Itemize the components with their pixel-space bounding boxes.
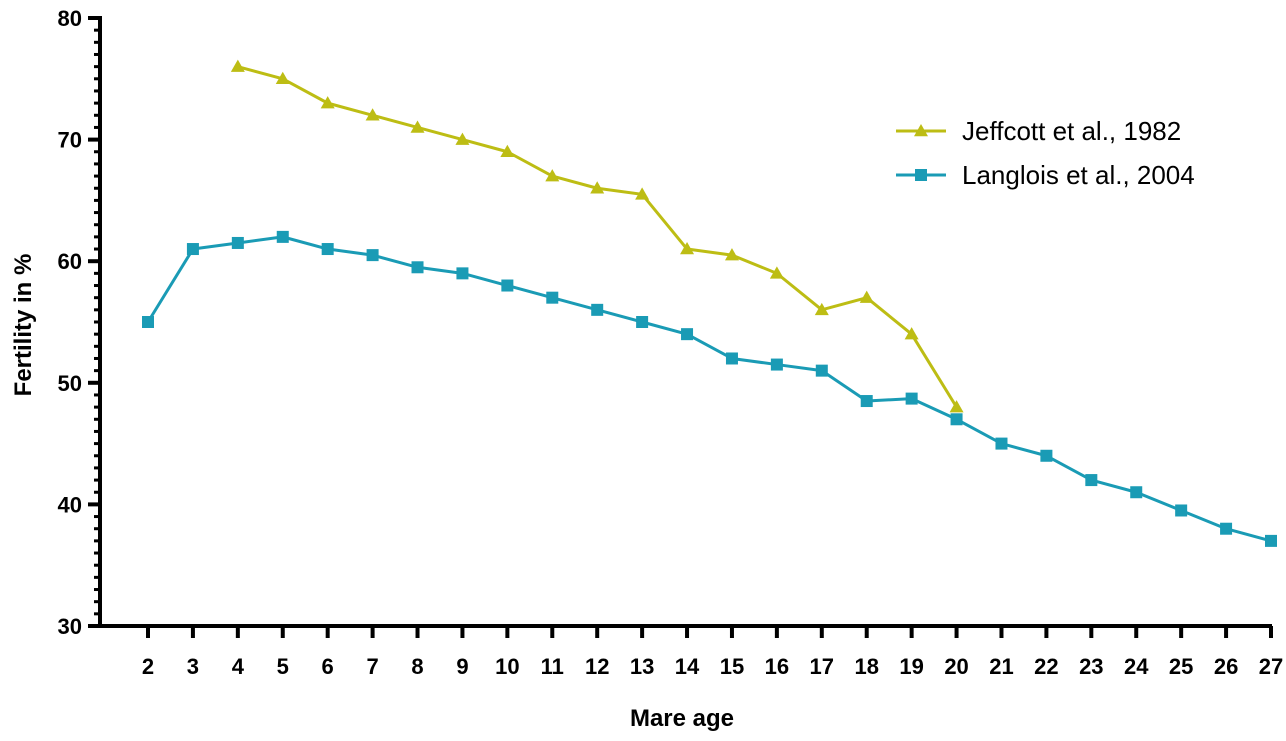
data-point (860, 395, 873, 408)
legend-item: Jeffcott et al., 1982 (896, 116, 1181, 146)
x-tick-label: 12 (585, 654, 609, 679)
data-point (591, 303, 604, 316)
data-point (590, 181, 605, 194)
data-point (769, 266, 784, 279)
series-layer (142, 59, 1277, 547)
data-point (545, 169, 560, 182)
data-point (365, 108, 380, 121)
x-tick-label: 19 (899, 654, 923, 679)
data-point (815, 364, 828, 377)
x-tick-label: 17 (810, 654, 834, 679)
data-point (1220, 522, 1233, 535)
x-tick-label: 26 (1214, 654, 1238, 679)
x-tick-label: 13 (630, 654, 654, 679)
data-point (546, 291, 559, 304)
x-tick-label: 20 (944, 654, 968, 679)
data-point (320, 96, 335, 109)
y-tick-label: 30 (58, 614, 82, 639)
data-point (231, 236, 244, 249)
data-point (276, 230, 289, 243)
legend-marker (915, 169, 927, 181)
data-point (1040, 449, 1053, 462)
data-point (186, 243, 199, 256)
x-tick-label: 10 (495, 654, 519, 679)
x-tick-label: 9 (456, 654, 468, 679)
x-tick-label: 21 (989, 654, 1013, 679)
y-tick-label: 70 (58, 128, 82, 153)
y-tick-label: 40 (58, 492, 82, 517)
series-line (237, 65, 958, 408)
x-tick-label: 3 (187, 654, 199, 679)
x-tick-label: 4 (232, 654, 245, 679)
x-tick-label: 15 (720, 654, 744, 679)
series-1 (230, 59, 964, 413)
data-point (635, 187, 650, 200)
data-point (1130, 486, 1143, 499)
data-point (950, 413, 963, 426)
series-2 (142, 230, 1277, 547)
y-tick-label: 50 (58, 371, 82, 396)
x-tick-label: 22 (1034, 654, 1058, 679)
y-tick-label: 60 (58, 249, 82, 274)
data-point (770, 358, 783, 371)
legend: Jeffcott et al., 1982 Langlois et al., 20… (896, 116, 1195, 190)
legend-marker (914, 124, 928, 137)
data-point (501, 279, 514, 292)
x-tick-label: 24 (1124, 654, 1149, 679)
x-axis-title: Mare age (630, 705, 734, 732)
data-point (411, 261, 424, 274)
x-tick-label: 23 (1079, 654, 1103, 679)
data-point (1265, 534, 1277, 547)
data-point (1085, 474, 1098, 487)
data-point (680, 242, 695, 255)
data-point (905, 392, 918, 405)
data-point (636, 316, 649, 328)
data-point (500, 144, 515, 158)
data-point (321, 243, 334, 256)
x-tick-label: 6 (322, 654, 334, 679)
data-point (814, 302, 829, 316)
x-tick-label: 18 (854, 654, 878, 679)
data-point (995, 437, 1008, 450)
data-point (1175, 504, 1188, 517)
data-point (455, 132, 470, 145)
data-point (456, 267, 469, 280)
data-point (142, 316, 154, 328)
data-point (230, 59, 245, 72)
data-point (904, 327, 919, 340)
y-axis-title: Fertility in % (10, 254, 37, 397)
x-tick-label: 16 (765, 654, 789, 679)
y-tick-label: 80 (58, 6, 82, 31)
x-tick-label: 8 (411, 654, 423, 679)
data-point (410, 120, 425, 133)
x-tick-label: 7 (366, 654, 378, 679)
legend-label: Langlois et al., 2004 (962, 160, 1195, 190)
data-point (724, 248, 739, 261)
data-point (949, 400, 964, 413)
legend-item: Langlois et al., 2004 (896, 160, 1195, 190)
x-tick-label: 11 (541, 654, 564, 679)
data-point (681, 328, 694, 341)
x-tick-label: 2 (142, 654, 154, 679)
data-point (859, 290, 874, 303)
data-point (725, 352, 738, 365)
x-tick-label: 5 (277, 654, 289, 679)
x-tick-label: 27 (1259, 654, 1283, 679)
data-point (275, 71, 290, 85)
data-point (366, 249, 379, 262)
series-line (146, 235, 1272, 543)
x-tick-label: 25 (1169, 654, 1193, 679)
legend-label: Jeffcott et al., 1982 (962, 116, 1181, 146)
x-tick-label: 14 (675, 654, 700, 679)
